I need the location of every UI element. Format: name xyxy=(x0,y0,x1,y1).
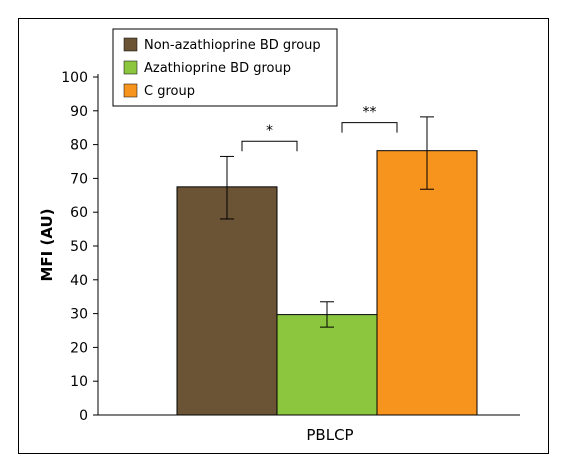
legend-box xyxy=(112,28,338,107)
y-tick-label: 70 xyxy=(70,171,88,187)
y-tick-label: 0 xyxy=(79,408,88,424)
significance-bracket xyxy=(341,122,398,133)
y-tick-label: 10 xyxy=(70,374,88,390)
bar-azathioprine-bd-group xyxy=(276,314,378,416)
y-tick-label: 90 xyxy=(70,104,88,120)
significance-marker: ** xyxy=(363,105,377,121)
legend: Non-azathioprine BD group Azathioprine BD… xyxy=(112,28,338,107)
legend-swatch-c-group xyxy=(123,83,138,98)
y-tick-label: 60 xyxy=(70,205,88,221)
legend-label-non-azathioprine-bd-group: Non-azathioprine BD group xyxy=(144,38,321,53)
significance-bracket xyxy=(241,140,298,152)
bar-non-azathioprine-bd-group xyxy=(176,186,278,416)
bar-c-group xyxy=(376,150,478,416)
y-tick-label: 20 xyxy=(70,340,88,356)
significance-marker: * xyxy=(266,123,273,139)
legend-label-c-group: C group xyxy=(144,84,195,99)
y-tick-label: 100 xyxy=(61,70,88,86)
x-tick-label-pblcp: PBLCP xyxy=(306,426,353,444)
legend-swatch-azathioprine-bd-group xyxy=(123,60,138,75)
y-axis-label: MFI (AU) xyxy=(38,208,56,281)
legend-swatch-non-azathioprine-bd-group xyxy=(123,37,138,52)
y-tick-label: 80 xyxy=(70,138,88,154)
y-tick-label: 30 xyxy=(70,307,88,323)
y-tick-label: 50 xyxy=(70,239,88,255)
legend-label-azathioprine-bd-group: Azathioprine BD group xyxy=(144,61,291,76)
y-tick-label: 40 xyxy=(70,273,88,289)
